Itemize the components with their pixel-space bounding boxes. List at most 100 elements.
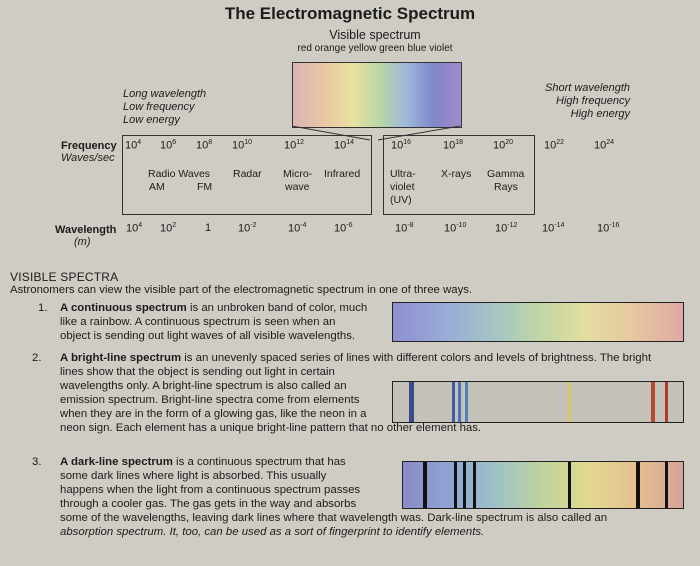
low-energy-bands-box [122,135,372,215]
meters-unit-label: (m) [74,236,91,248]
wavelength-tick: 10-6 [334,222,352,235]
wavelength-tick-base: 10 [495,222,508,235]
item-2-line: emission spectrum. Bright-line spectra c… [60,394,360,406]
wavelength-tick: 10-14 [542,222,564,235]
frequency-tick-exponent: 14 [346,139,355,146]
short-wavelength-label: Short wavelength [545,82,630,94]
wavelength-tick-exponent: 4 [138,222,143,229]
item-1-rest: is an unbroken band of color, much [186,302,368,314]
item-1-number: 1. [38,302,48,314]
item-2-line: neon sign. Each element has a unique bri… [60,422,482,434]
visible-spectra-heading: VISIBLE SPECTRA [10,270,119,284]
rays-label: Rays [494,181,518,193]
frequency-tick-exponent: 4 [137,139,142,146]
item-3-rest: is a continuous spectrum that has [172,456,346,468]
frequency-tick-exponent: 20 [505,139,514,146]
wavelength-tick: 10-8 [395,222,413,235]
frequency-tick-exponent: 22 [556,139,565,146]
frequency-tick: 1012 [284,139,304,152]
frequency-tick-exponent: 24 [606,139,615,146]
low-energy-label: Low energy [123,114,180,126]
item-3-first-line: A dark-line spectrum is a continuous spe… [60,456,346,469]
frequency-tick-base: 10 [443,139,456,152]
fm-label: FM [197,181,213,193]
wavelength-tick: 10-12 [495,222,517,235]
item-2-rest: is an unevenly spaced series of lines wi… [181,352,652,364]
wavelength-tick: 10-16 [597,222,619,235]
wavelength-tick: 1 [205,222,211,234]
item-1-first-line: A continuous spectrum is an unbroken ban… [60,302,367,315]
wavelength-tick-exponent: -16 [609,222,620,229]
radio-waves-label: Radio Waves [148,168,211,180]
uv-label: (UV) [390,194,412,206]
wavelength-tick-base: 10 [597,222,610,235]
wavelength-tick-base: 10 [334,222,347,235]
frequency-tick-base: 10 [594,139,607,152]
item-2-line: lines show that the object is sending ou… [60,366,335,378]
wavelength-label: Wavelength [55,224,117,236]
wavelength-tick-base: 10 [288,222,301,235]
wavelength-tick-exponent: -8 [407,222,414,229]
infrared-label: Infrared [324,168,361,180]
wavelength-tick: 102 [160,222,176,235]
microwave-label-2: wave [285,181,310,193]
wavelength-tick: 10-4 [288,222,306,235]
frequency-tick: 1014 [334,139,354,152]
xrays-label: X-rays [441,168,472,180]
item-3-term: A dark-line spectrum [60,456,173,468]
frequency-tick: 1018 [443,139,463,152]
item-2-first-line: A bright-line spectrum is an unevenly sp… [60,352,651,365]
item-1-term: A continuous spectrum [60,302,187,314]
frequency-tick-exponent: 12 [296,139,305,146]
item-3-line: through a cooler gas. The gas gets in th… [60,498,357,510]
wavelength-tick: 10-10 [444,222,466,235]
item-3-line: happens when the light from a continuous… [60,484,361,496]
frequency-tick-exponent: 8 [208,139,213,146]
visible-spectrum-band [292,62,462,128]
frequency-tick: 1024 [594,139,614,152]
dark-line-spectrum-strip [402,461,684,509]
frequency-tick-base: 10 [544,139,557,152]
visible-colors-label: red orange yellow green blue violet [297,43,453,54]
frequency-tick-base: 10 [391,139,404,152]
item-3-line: some dark lines where light is absorbed.… [60,470,327,482]
frequency-tick-base: 10 [196,139,209,152]
wavelength-tick-exponent: -14 [554,222,565,229]
wavelength-tick-base: 1 [205,222,212,234]
frequency-tick-exponent: 10 [244,139,253,146]
frequency-tick-base: 10 [125,139,138,152]
item-3-line: absorption spectrum. It, too, can be use… [60,526,485,538]
wavelength-tick-base: 10 [542,222,555,235]
wavelength-tick-exponent: 2 [172,222,177,229]
bright-line-spectrum-strip [392,381,684,423]
wavelength-tick: 10-2 [238,222,256,235]
frequency-tick-exponent: 16 [403,139,412,146]
item-2-term: A bright-line spectrum [60,352,182,364]
item-2-number: 2. [32,352,42,364]
frequency-tick: 1022 [544,139,564,152]
wavelength-tick-base: 10 [395,222,408,235]
frequency-tick: 104 [125,139,141,152]
high-frequency-label: High frequency [556,95,630,107]
item-3-line: some of the wavelengths, leaving dark li… [60,512,608,524]
visible-spectrum-title: Visible spectrum [329,28,421,42]
frequency-label: Frequency [61,140,117,152]
wavelength-tick-base: 10 [238,222,251,235]
wavelength-tick-exponent: -6 [346,222,353,229]
wavelength-tick-base: 10 [444,222,457,235]
frequency-tick: 1016 [391,139,411,152]
item-1-line: object is sending out light waves of all… [60,330,356,342]
high-energy-label: High energy [570,108,630,120]
item-2-line: when they are in the form of a glowing g… [60,408,367,420]
frequency-tick-base: 10 [493,139,506,152]
wavelength-tick-exponent: -2 [250,222,257,229]
ultraviolet-label-2: violet [390,181,415,193]
frequency-tick: 1020 [493,139,513,152]
wavelength-tick-exponent: -4 [300,222,307,229]
radar-label: Radar [233,168,262,180]
wavelength-tick-base: 10 [160,222,173,235]
ultraviolet-label-1: Ultra- [390,168,416,180]
frequency-tick-exponent: 6 [172,139,177,146]
frequency-tick: 106 [160,139,176,152]
